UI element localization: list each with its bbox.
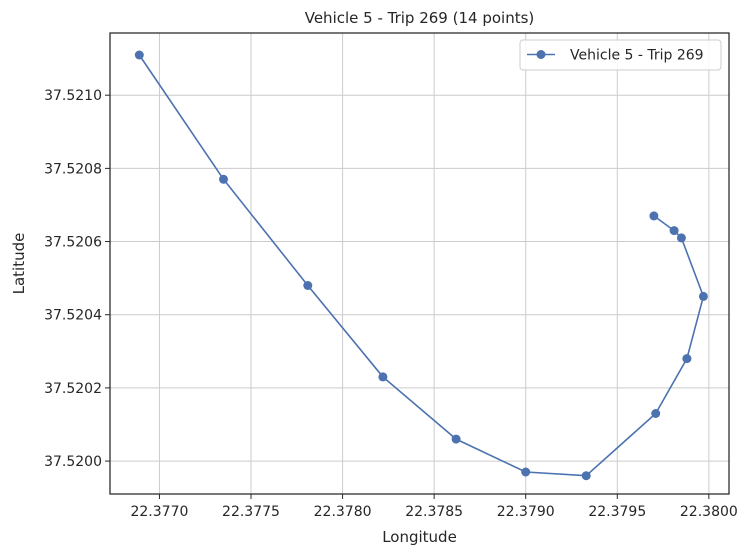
y-tick-label: 37.5210: [44, 88, 102, 104]
y-tick-label: 37.5202: [44, 381, 102, 397]
data-point: [581, 471, 591, 481]
y-ticks: 37.5200 37.5202 37.5204 37.5206 37.5208 37.52…: [44, 88, 110, 470]
x-tick-label: 22.3785: [405, 504, 463, 520]
x-tick-label: 22.3790: [497, 504, 555, 520]
data-point: [682, 354, 692, 364]
x-tick-label: 22.3795: [588, 504, 646, 520]
plot-frame: [109, 32, 730, 495]
data-point: [669, 226, 679, 236]
x-tick-label: 22.3775: [222, 504, 280, 520]
data-point: [378, 372, 388, 382]
data-point: [303, 281, 313, 290]
chart-title: Vehicle 5 - Trip 269 (14 points): [305, 9, 535, 27]
y-tick-label: 37.5208: [44, 161, 102, 177]
series-layer: [134, 50, 708, 481]
x-tick-label: 22.3770: [130, 504, 188, 520]
data-point: [451, 434, 461, 444]
y-tick-label: 37.5206: [44, 235, 102, 251]
data-point: [219, 174, 228, 184]
legend: Vehicle 5 - Trip 269: [519, 39, 722, 71]
x-axis-label: Longitude: [382, 528, 457, 546]
data-point: [676, 233, 686, 243]
y-tick-label: 37.5204: [44, 308, 102, 324]
data-point: [134, 50, 144, 60]
data-point: [521, 467, 531, 477]
x-tick-label: 22.3800: [680, 504, 738, 520]
legend-marker: [536, 50, 546, 59]
y-tick-label: 37.5200: [44, 454, 102, 470]
legend-box: [519, 39, 722, 71]
y-axis-label: Latitude: [10, 233, 28, 295]
x-ticks: 22.3770 22.3775 22.3780 22.3785 22.3790 22.37…: [130, 494, 738, 520]
grid: [110, 33, 729, 494]
data-point: [698, 291, 708, 301]
data-point: [649, 211, 659, 221]
data-point: [651, 409, 661, 418]
legend-label: Vehicle 5 - Trip 269: [570, 48, 704, 64]
x-tick-label: 22.3780: [314, 504, 372, 520]
